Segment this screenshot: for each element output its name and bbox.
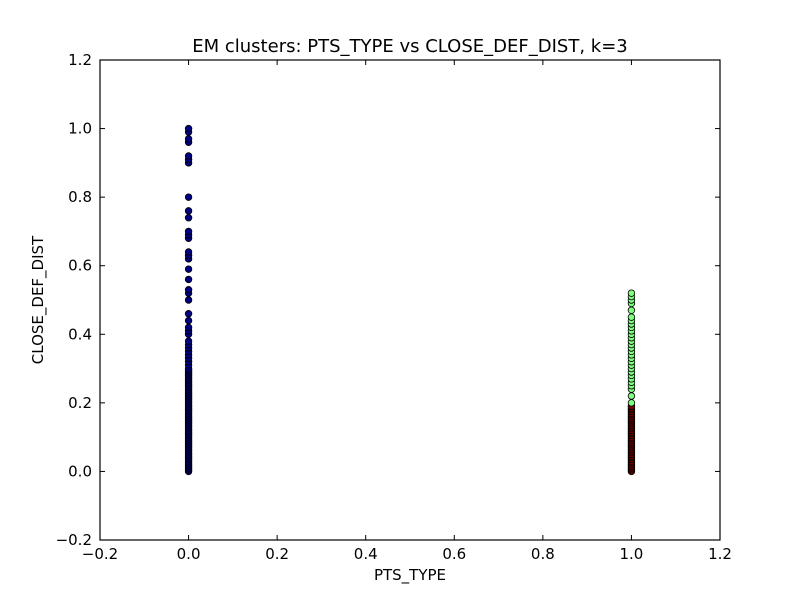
- series-2: [627, 289, 636, 407]
- data-point: [184, 275, 193, 284]
- x-tick-label: 0.4: [354, 545, 378, 563]
- y-tick-label: 0.6: [68, 257, 92, 275]
- data-point: [627, 399, 636, 407]
- data-point: [184, 135, 193, 143]
- data-point: [184, 193, 193, 201]
- y-tick-label: 0.4: [68, 325, 92, 343]
- y-tick-label: −0.2: [56, 531, 92, 549]
- data-point: [627, 306, 636, 314]
- data-point: [184, 296, 193, 304]
- x-tick-label: 0.8: [531, 545, 555, 563]
- data-point: [627, 289, 636, 297]
- ticks-layer: −0.2 0.0 0.2 0.4 0.6 0.8 1.0 1.2 −0.2 0.0 0.2 0.4 0.…: [56, 51, 732, 563]
- data-point: [184, 265, 193, 273]
- data-point: [184, 323, 193, 332]
- data-point: [184, 214, 193, 222]
- plot-frame: [99, 59, 721, 541]
- y-tick-label: 0.0: [68, 462, 92, 480]
- x-tick-label: 0.0: [177, 545, 201, 563]
- data-point: [184, 286, 193, 294]
- data-point: [627, 313, 636, 321]
- chart-title: EM clusters: PTS_TYPE vs CLOSE_DEF_DIST,…: [192, 36, 627, 57]
- x-tick-label: 0.2: [265, 545, 289, 563]
- data-point: [184, 316, 193, 325]
- series-0: [184, 124, 193, 476]
- data-point: [627, 392, 636, 400]
- y-tick-label: 0.2: [68, 394, 92, 412]
- data-point: [184, 227, 193, 236]
- x-tick-label: 1.2: [708, 545, 732, 563]
- data-point: [184, 124, 193, 133]
- data-point: [184, 248, 193, 256]
- x-tick-label: −0.2: [82, 545, 118, 563]
- data-point: [184, 337, 193, 345]
- data-point: [184, 152, 193, 160]
- series-1: [627, 402, 636, 476]
- points-layer: [184, 124, 636, 476]
- data-point: [184, 310, 193, 318]
- x-tick-label: 1.0: [619, 545, 643, 563]
- y-tick-label: 1.0: [68, 120, 92, 138]
- y-tick-label: 1.2: [68, 51, 92, 69]
- y-tick-label: 0.8: [68, 188, 92, 206]
- x-axis-label: PTS_TYPE: [374, 566, 446, 585]
- x-tick-label: 0.6: [442, 545, 466, 563]
- y-axis-label: CLOSE_DEF_DIST: [29, 235, 48, 364]
- data-point: [184, 207, 193, 215]
